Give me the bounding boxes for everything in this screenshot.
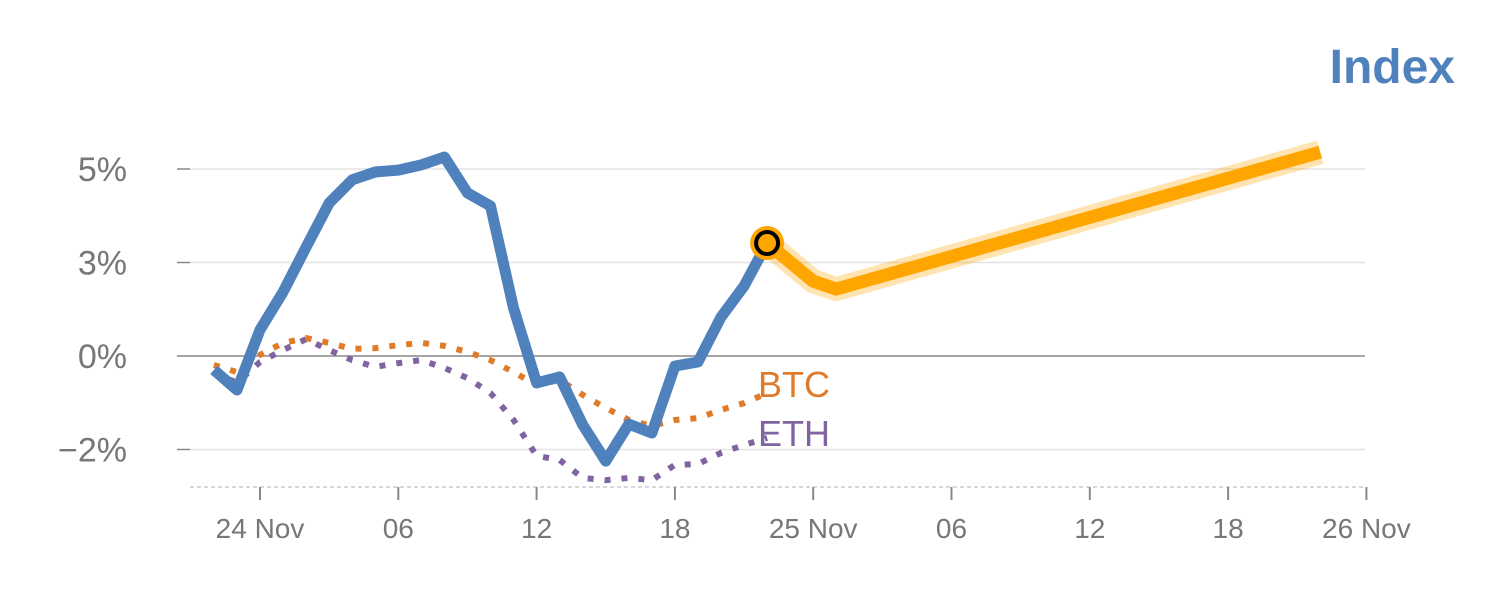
forecast-line: [762, 145, 1323, 296]
x-tick-label: 12: [1074, 513, 1105, 544]
series-label-btc: BTC: [758, 364, 830, 405]
series-label-eth: ETH: [758, 413, 830, 454]
chart-title: Index: [1330, 41, 1456, 94]
series-line-eth: [212, 336, 768, 484]
x-tick-label: 06: [936, 513, 967, 544]
series-line-index: [210, 151, 772, 467]
x-tick-label: 25 Nov: [769, 513, 858, 544]
x-tick-label: 12: [521, 513, 552, 544]
series-line-btc: [213, 335, 769, 429]
x-tick-label: 26 Nov: [1322, 513, 1411, 544]
x-tick-label: 06: [383, 513, 414, 544]
y-tick-label: 3%: [78, 245, 127, 283]
x-tick-label: 18: [659, 513, 690, 544]
x-tick-label: 18: [1213, 513, 1244, 544]
x-tick-label: 24 Nov: [216, 513, 305, 544]
current-point-marker: [754, 230, 781, 257]
y-tick-label: 5%: [78, 151, 127, 189]
y-tick-label: −2%: [58, 432, 127, 470]
y-tick-label: 0%: [78, 338, 127, 376]
